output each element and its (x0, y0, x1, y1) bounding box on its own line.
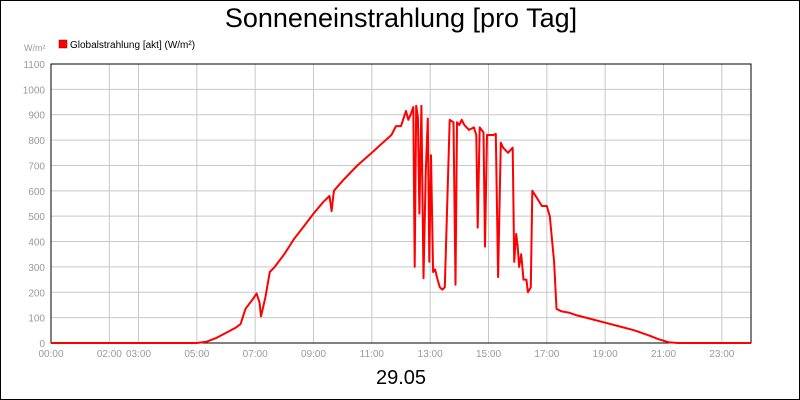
x-tick-label: 07:00 (243, 349, 268, 360)
x-tick-label: 02:00 (97, 349, 122, 360)
x-tick-label: 17:00 (534, 349, 559, 360)
x-tick-label: 09:00 (301, 349, 326, 360)
y-tick-label: 900 (28, 111, 45, 122)
legend-label-globalstrahlung: Globalstrahlung [akt] (W/m²) (70, 40, 195, 51)
plot-area (50, 63, 752, 344)
y-tick-label: 200 (28, 288, 45, 299)
legend: Globalstrahlung [akt] (W/m²) (58, 39, 195, 51)
x-tick-label: 23:00 (709, 349, 734, 360)
y-tick-label: 300 (28, 263, 45, 274)
x-tick-label: 19:00 (593, 349, 618, 360)
y-axis-ticks: 0 100 200 300 400 500 600 700 800 900 1000 1100 (23, 60, 46, 350)
legend-swatch-globalstrahlung (58, 39, 68, 49)
y-tick-label: 1000 (23, 85, 46, 96)
x-tick-label: 03:00 (126, 349, 151, 360)
y-tick-label: 600 (28, 187, 45, 198)
chart-title: Sonneneinstrahlung [pro Tag] (224, 3, 578, 33)
date-label: 29.05 (375, 367, 427, 389)
x-axis-ticks: 00:00 02:00 03:00 05:00 07:00 09:00 11:00 13:00… (38, 349, 734, 360)
series-line-globalstrahlung (51, 104, 751, 344)
x-tick-label: 21:00 (651, 349, 676, 360)
x-tick-label: 00:00 (38, 349, 63, 360)
y-tick-label: 500 (28, 212, 45, 223)
y-axis-unit: W/m² (24, 43, 46, 53)
y-tick-label: 700 (28, 161, 45, 172)
y-tick-label: 0 (39, 339, 45, 350)
y-tick-label: 1100 (23, 60, 45, 71)
x-tick-label: 05:00 (184, 349, 209, 360)
y-tick-label: 100 (28, 314, 45, 325)
y-tick-label: 800 (28, 136, 45, 147)
series-group (51, 104, 751, 344)
y-tick-label: 400 (28, 238, 45, 249)
x-tick-label: 15:00 (476, 349, 501, 360)
x-tick-label: 11:00 (360, 349, 385, 360)
x-tick-label: 13:00 (418, 349, 443, 360)
chart-grid (50, 63, 751, 344)
